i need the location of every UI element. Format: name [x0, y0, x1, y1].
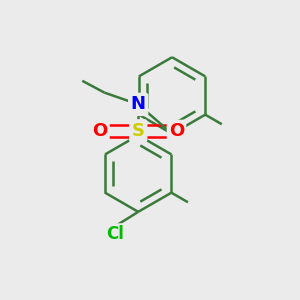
Text: O: O — [92, 122, 108, 140]
Text: Cl: Cl — [106, 225, 124, 243]
Text: O: O — [169, 122, 184, 140]
Text: S: S — [132, 122, 145, 140]
Text: N: N — [131, 95, 146, 113]
